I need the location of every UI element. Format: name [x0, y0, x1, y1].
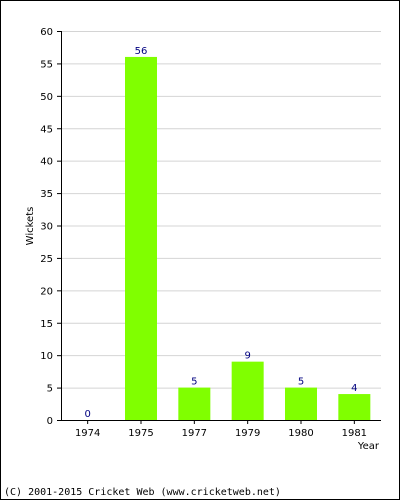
- x-axis-ticks: 1974 1975 1977 1979 1980 1981: [75, 420, 367, 439]
- x-tick-label: 1981: [342, 428, 367, 439]
- bar: [178, 387, 211, 420]
- x-axis-title: Year: [357, 441, 380, 452]
- data-label: 5: [298, 377, 304, 388]
- y-axis-title: Wickets: [25, 207, 36, 246]
- x-tick-label: 1975: [128, 428, 153, 439]
- data-label: 0: [84, 409, 90, 420]
- copyright-footer: (C) 2001-2015 Cricket Web (www.cricketwe…: [4, 487, 281, 498]
- data-label: 9: [244, 351, 250, 362]
- y-tick-label: 45: [40, 124, 53, 135]
- bar: [285, 387, 317, 420]
- data-labels: 0 56 5 9 5 4: [84, 46, 357, 420]
- y-tick-label: 55: [40, 59, 53, 70]
- y-tick-label: 35: [40, 189, 53, 200]
- bar: [231, 361, 264, 420]
- gridlines: [61, 31, 381, 389]
- y-tick-label: 60: [40, 27, 53, 38]
- data-label: 4: [351, 383, 357, 394]
- bar: [338, 394, 371, 420]
- x-tick-label: 1979: [235, 428, 260, 439]
- x-tick-label: 1977: [182, 428, 207, 439]
- y-tick-label: 0: [47, 416, 53, 427]
- y-axis-ticks: 0 5 10 15 20 25 30 35 40 45 50 55 60: [40, 27, 61, 427]
- data-label: 5: [191, 377, 197, 388]
- x-tick-label: 1980: [288, 428, 313, 439]
- y-tick-label: 20: [40, 286, 53, 297]
- y-tick-label: 15: [40, 319, 53, 330]
- x-tick-label: 1974: [75, 428, 100, 439]
- y-tick-label: 10: [40, 351, 53, 362]
- y-tick-label: 25: [40, 254, 53, 265]
- data-label: 56: [135, 46, 148, 57]
- y-tick-label: 40: [40, 157, 53, 168]
- y-tick-label: 5: [47, 384, 53, 395]
- bars: [125, 56, 371, 420]
- bar: [125, 56, 157, 420]
- y-tick-label: 50: [40, 92, 53, 103]
- y-tick-label: 30: [40, 222, 53, 233]
